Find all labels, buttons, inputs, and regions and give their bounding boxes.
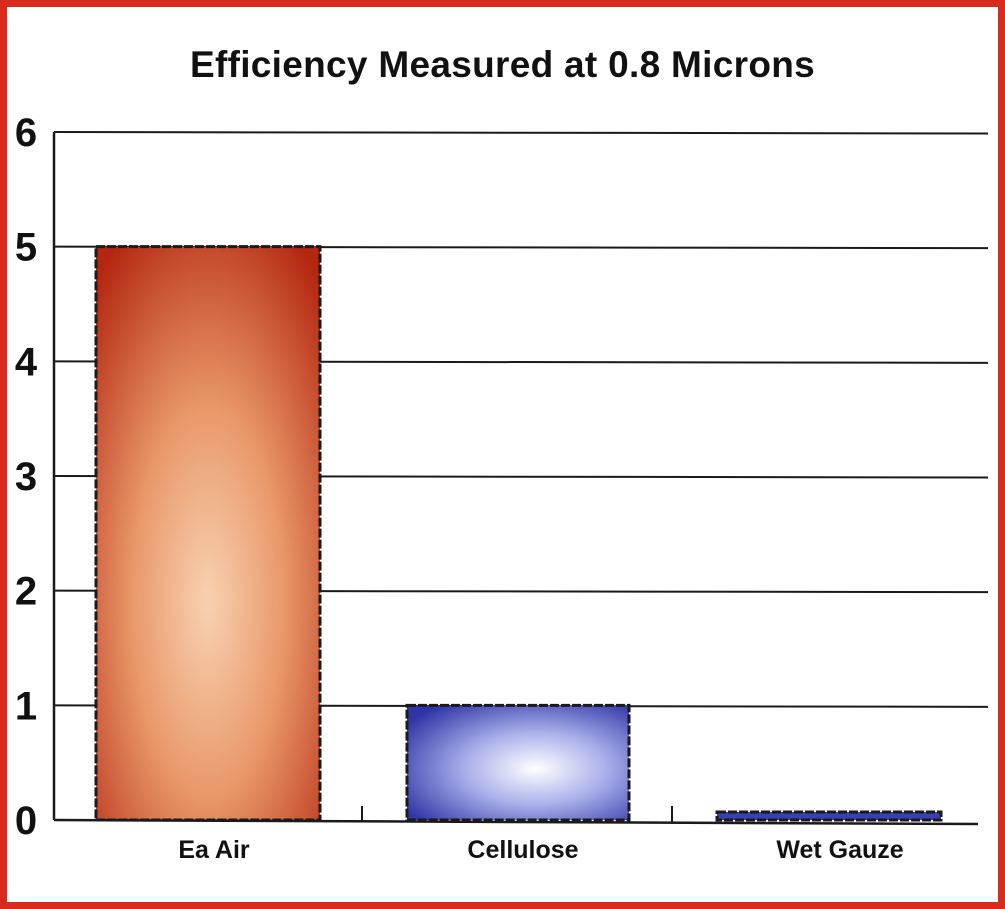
y-tick-label-1: 1 bbox=[15, 684, 37, 728]
y-tick-label-3: 3 bbox=[15, 455, 37, 499]
gridline-6 bbox=[53, 131, 989, 135]
y-tick-label-4: 4 bbox=[15, 340, 38, 384]
axes bbox=[52, 132, 979, 826]
y-tick-label-2: 2 bbox=[15, 570, 37, 614]
y-tick-label-5: 5 bbox=[15, 226, 37, 270]
tick-labels: 0 1 2 3 4 5 6 Ea Air Cellulose Wet Gauze bbox=[15, 111, 904, 864]
x-tick-label-ea-air: Ea Air bbox=[178, 836, 250, 864]
bars bbox=[94, 245, 943, 822]
y-tick-label-6: 6 bbox=[15, 111, 37, 155]
y-tick-label-0: 0 bbox=[15, 799, 37, 843]
bar-wet-gauze bbox=[715, 810, 943, 822]
chart-title: Efficiency Measured at 0.8 Microns bbox=[189, 44, 816, 85]
x-tick-label-cellulose: Cellulose bbox=[467, 836, 578, 864]
x-tick-label-wet-gauze: Wet Gauze bbox=[776, 836, 903, 864]
bar-cellulose bbox=[405, 703, 631, 822]
x-axis-line bbox=[53, 818, 979, 826]
bar-ea-air bbox=[94, 245, 322, 822]
